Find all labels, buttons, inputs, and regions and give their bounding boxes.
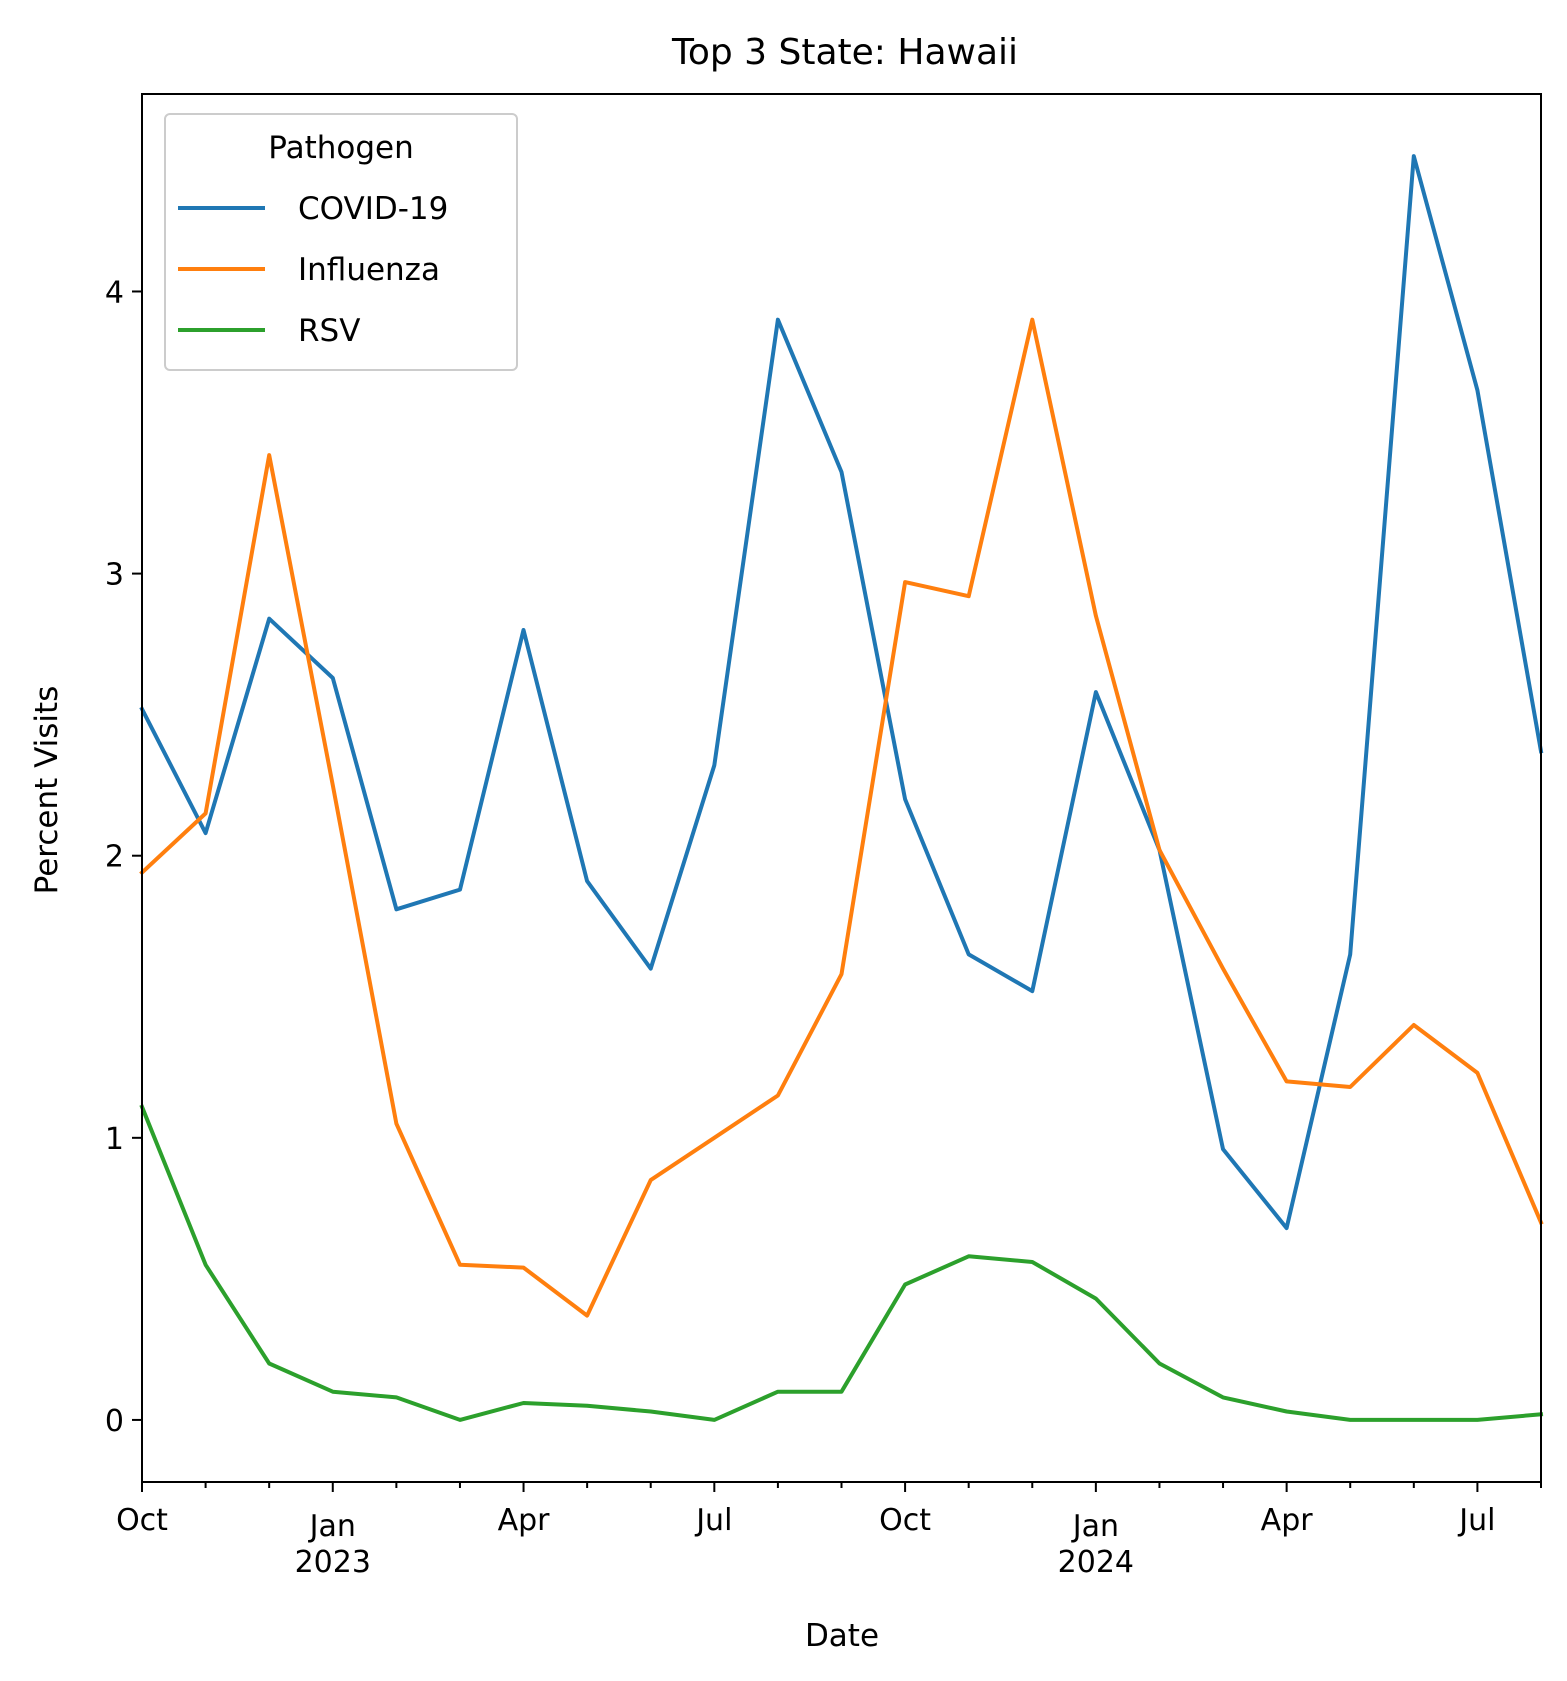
y-tick-label: 4 (105, 275, 124, 310)
x-tick-year-label: 2023 (295, 1545, 371, 1580)
x-tick-label: Oct (879, 1503, 931, 1538)
x-tick-label: Jan (1071, 1509, 1119, 1544)
x-tick-label: Jan (308, 1509, 356, 1544)
y-tick-label: 0 (105, 1404, 124, 1439)
x-tick-label: Apr (498, 1503, 551, 1538)
x-tick-label: Oct (116, 1503, 168, 1538)
legend-label-covid-19: COVID-19 (298, 191, 448, 227)
legend-box (164, 113, 518, 371)
x-tick-year-label: 2024 (1058, 1545, 1134, 1580)
x-tick-label: Jul (1457, 1503, 1495, 1538)
legend-title: Pathogen (268, 130, 413, 166)
x-tick-label: Jul (694, 1503, 732, 1538)
legend: Pathogen COVID-19 Influenza RSV (164, 113, 518, 371)
series-lines (139, 154, 1544, 1422)
chart-title: Top 3 State: Hawaii (671, 32, 1018, 73)
legend-entries: COVID-19 Influenza RSV (178, 191, 448, 349)
series-line-influenza (139, 317, 1544, 1318)
y-tick-label: 2 (105, 840, 124, 875)
y-tick-label: 3 (105, 558, 124, 593)
y-tick-label: 1 (105, 1122, 124, 1157)
legend-label-rsv: RSV (298, 313, 360, 349)
x-tick-label: Apr (1261, 1503, 1314, 1538)
y-axis-label: Percent Visits (29, 686, 65, 895)
x-axis-label: Date (805, 1618, 879, 1654)
legend-label-influenza: Influenza (298, 252, 440, 288)
series-line-covid-19 (139, 154, 1544, 1231)
y-axis: 0 1 2 3 4 (105, 275, 142, 1439)
series-line-rsv (139, 1104, 1544, 1422)
